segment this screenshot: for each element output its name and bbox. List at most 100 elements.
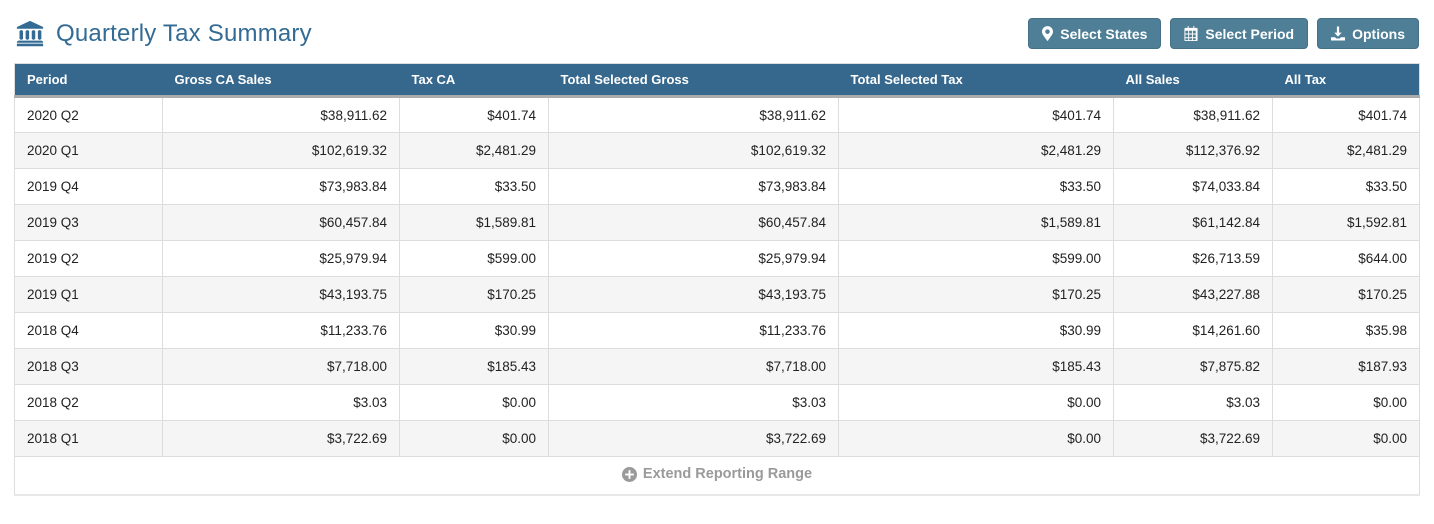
amount-cell: $7,718.00 <box>548 348 839 385</box>
amount-cell: $73,983.84 <box>548 168 839 205</box>
amount-cell: $3.03 <box>1113 384 1273 421</box>
period-cell: 2018 Q1 <box>14 420 163 457</box>
period-cell: 2019 Q2 <box>14 240 163 277</box>
amount-cell: $11,233.76 <box>548 312 839 349</box>
amount-cell: $14,261.60 <box>1113 312 1273 349</box>
map-marker-icon <box>1042 26 1054 41</box>
amount-cell: $1,589.81 <box>399 204 549 241</box>
amount-cell: $170.25 <box>838 276 1114 313</box>
period-cell: 2018 Q4 <box>14 312 163 349</box>
amount-cell: $25,979.94 <box>162 240 400 277</box>
amount-cell: $7,875.82 <box>1113 348 1273 385</box>
amount-cell: $170.25 <box>399 276 549 313</box>
quarterly-tax-table: Period Gross CA Sales Tax CA Total Selected… <box>14 63 1420 496</box>
toolbar-buttons: Select States Select Period Options <box>1028 18 1419 49</box>
table-row: 2019 Q3 $60,457.84 $1,589.81 $60,457.84 $1,5… <box>14 204 1420 241</box>
amount-cell: $599.00 <box>838 240 1114 277</box>
table-row: 2020 Q1 $102,619.32 $2,481.29 $102,619.32 $2… <box>14 132 1420 169</box>
table-row: 2018 Q3 $7,718.00 $185.43 $7,718.00 $185.43 $… <box>14 348 1420 385</box>
amount-cell: $170.25 <box>1272 276 1420 313</box>
select-states-button[interactable]: Select States <box>1028 18 1162 49</box>
period-cell: 2020 Q1 <box>14 132 163 169</box>
amount-cell: $60,457.84 <box>548 204 839 241</box>
table-header-row: Period Gross CA Sales Tax CA Total Selected… <box>14 63 1420 98</box>
amount-cell: $3,722.69 <box>162 420 400 457</box>
amount-cell: $3,722.69 <box>548 420 839 457</box>
select-period-button[interactable]: Select Period <box>1170 18 1309 49</box>
amount-cell: $0.00 <box>838 420 1114 457</box>
amount-cell: $185.43 <box>399 348 549 385</box>
amount-cell: $401.74 <box>1272 96 1420 133</box>
amount-cell: $60,457.84 <box>162 204 400 241</box>
column-header: All Tax <box>1272 63 1420 98</box>
amount-cell: $11,233.76 <box>162 312 400 349</box>
download-icon <box>1331 26 1346 41</box>
table-row: 2020 Q2 $38,911.62 $401.74 $38,911.62 $401.7… <box>14 96 1420 133</box>
amount-cell: $1,592.81 <box>1272 204 1420 241</box>
amount-cell: $3.03 <box>548 384 839 421</box>
amount-cell: $102,619.32 <box>162 132 400 169</box>
amount-cell: $38,911.62 <box>548 96 839 133</box>
amount-cell: $33.50 <box>1272 168 1420 205</box>
amount-cell: $401.74 <box>399 96 549 133</box>
table-row: 2019 Q4 $73,983.84 $33.50 $73,983.84 $33.50 $… <box>14 168 1420 205</box>
amount-cell: $3,722.69 <box>1113 420 1273 457</box>
amount-cell: $61,142.84 <box>1113 204 1273 241</box>
amount-cell: $0.00 <box>1272 384 1420 421</box>
amount-cell: $43,193.75 <box>162 276 400 313</box>
amount-cell: $1,589.81 <box>838 204 1114 241</box>
amount-cell: $7,718.00 <box>162 348 400 385</box>
amount-cell: $73,983.84 <box>162 168 400 205</box>
amount-cell: $187.93 <box>1272 348 1420 385</box>
amount-cell: $38,911.62 <box>162 96 400 133</box>
amount-cell: $35.98 <box>1272 312 1420 349</box>
amount-cell: $599.00 <box>399 240 549 277</box>
amount-cell: $38,911.62 <box>1113 96 1273 133</box>
column-header: Tax CA <box>399 63 549 98</box>
amount-cell: $102,619.32 <box>548 132 839 169</box>
period-cell: 2019 Q1 <box>14 276 163 313</box>
page: Quarterly Tax Summary Select States Selec… <box>14 14 1420 496</box>
amount-cell: $401.74 <box>838 96 1114 133</box>
title-wrap: Quarterly Tax Summary <box>14 20 312 48</box>
page-title: Quarterly Tax Summary <box>56 19 312 47</box>
top-bar: Quarterly Tax Summary Select States Selec… <box>14 14 1419 63</box>
table-footer-row: Extend Reporting Range <box>14 456 1420 496</box>
button-label: Options <box>1352 25 1405 42</box>
bank-icon <box>14 20 46 48</box>
options-button[interactable]: Options <box>1317 18 1419 49</box>
amount-cell: $0.00 <box>399 420 549 457</box>
column-header: Total Selected Tax <box>838 63 1114 98</box>
period-cell: 2020 Q2 <box>14 96 163 133</box>
amount-cell: $43,193.75 <box>548 276 839 313</box>
table-body: 2020 Q2 $38,911.62 $401.74 $38,911.62 $401.7… <box>14 96 1420 457</box>
period-cell: 2019 Q4 <box>14 168 163 205</box>
period-cell: 2019 Q3 <box>14 204 163 241</box>
amount-cell: $26,713.59 <box>1113 240 1273 277</box>
amount-cell: $43,227.88 <box>1113 276 1273 313</box>
amount-cell: $3.03 <box>162 384 400 421</box>
table-row: 2018 Q2 $3.03 $0.00 $3.03 $0.00 $3.03 $0.00 <box>14 384 1420 421</box>
period-cell: 2018 Q2 <box>14 384 163 421</box>
amount-cell: $112,376.92 <box>1113 132 1273 169</box>
amount-cell: $33.50 <box>399 168 549 205</box>
amount-cell: $2,481.29 <box>838 132 1114 169</box>
amount-cell: $33.50 <box>838 168 1114 205</box>
button-label: Select States <box>1060 25 1148 42</box>
amount-cell: $74,033.84 <box>1113 168 1273 205</box>
table-row: 2019 Q2 $25,979.94 $599.00 $25,979.94 $599.0… <box>14 240 1420 277</box>
amount-cell: $30.99 <box>838 312 1114 349</box>
column-header: All Sales <box>1113 63 1273 98</box>
amount-cell: $0.00 <box>1272 420 1420 457</box>
column-header: Period <box>14 63 163 98</box>
amount-cell: $0.00 <box>399 384 549 421</box>
table-row: 2018 Q4 $11,233.76 $30.99 $11,233.76 $30.99 $… <box>14 312 1420 349</box>
table-row: 2018 Q1 $3,722.69 $0.00 $3,722.69 $0.00 $3,72… <box>14 420 1420 457</box>
extend-reporting-range-button[interactable]: Extend Reporting Range <box>621 466 812 482</box>
footer-cell: Extend Reporting Range <box>14 456 1420 496</box>
plus-circle-icon <box>621 466 637 482</box>
amount-cell: $185.43 <box>838 348 1114 385</box>
column-header: Gross CA Sales <box>162 63 400 98</box>
column-header: Total Selected Gross <box>548 63 839 98</box>
amount-cell: $644.00 <box>1272 240 1420 277</box>
